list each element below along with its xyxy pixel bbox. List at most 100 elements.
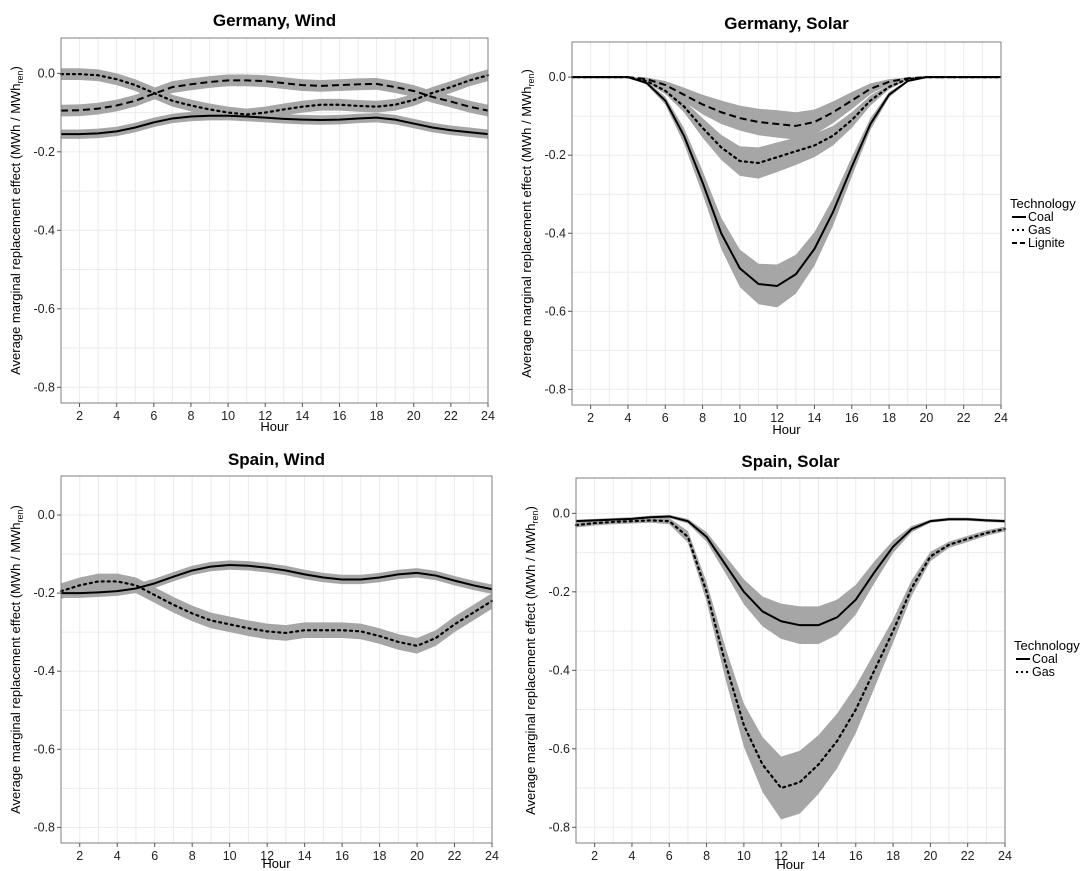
x-tick-label: 12: [770, 411, 784, 425]
y-axis-label-main: Average marginal replacement effect (MWh…: [8, 83, 23, 374]
y-axis-label-close: ): [519, 69, 534, 73]
legend-label-gas: Gas: [1032, 665, 1055, 679]
y-tick-label: -0.4: [33, 664, 55, 678]
legend-label-coal: Coal: [1028, 210, 1054, 224]
y-tick-label: 0.0: [549, 70, 566, 84]
x-tick-label: 20: [919, 411, 933, 425]
x-tick-label: 2: [587, 411, 594, 425]
y-axis-label-close: ): [523, 506, 538, 510]
x-tick-label: 4: [114, 849, 121, 863]
confidence-band-2: [576, 518, 1005, 820]
y-tick-label: -0.6: [33, 742, 55, 756]
x-tick-label: 22: [957, 411, 971, 425]
plot-frame: [571, 41, 1002, 406]
series-line-1: [61, 564, 493, 595]
series-line-lignite: [572, 76, 1001, 127]
x-axis-label: Hour: [260, 419, 289, 434]
x-tick-label: 24: [998, 849, 1012, 863]
x-tick-label: 2: [76, 409, 83, 423]
y-tick-label: -0.8: [33, 380, 55, 394]
x-tick-label: 2: [76, 849, 83, 863]
x-tick-label: 6: [151, 849, 158, 863]
x-tick-label: 24: [994, 411, 1008, 425]
y-tick-label: 0.0: [38, 66, 55, 80]
confidence-band-2: [61, 573, 492, 654]
x-tick-label: 14: [298, 849, 312, 863]
x-tick-label: 16: [849, 849, 863, 863]
x-axis-label: Hour: [262, 856, 291, 871]
x-tick-label: 10: [733, 411, 747, 425]
x-tick-label: 12: [260, 849, 274, 863]
y-tick-label: -0.2: [33, 145, 55, 159]
y-tick-label: -0.8: [33, 820, 55, 834]
y-tick-label: -0.8: [548, 820, 570, 834]
x-tick-label: 14: [808, 411, 822, 425]
x-tick-label: 6: [666, 849, 673, 863]
x-tick-label: 4: [628, 849, 635, 863]
x-tick-label: 20: [407, 409, 421, 423]
confidence-band-2: [61, 68, 488, 121]
y-tick-label: -0.2: [548, 585, 570, 599]
x-tick-label: 20: [923, 849, 937, 863]
y-axis-label-main: Average marginal replacement effect (MWh…: [523, 523, 538, 814]
y-axis-label: Average marginal replacement effect (MWh…: [519, 69, 536, 378]
y-tick-label: -0.4: [544, 226, 566, 240]
x-tick-label: 8: [703, 849, 710, 863]
legend-title: Technology: [1014, 638, 1080, 653]
series-line-2: [59, 580, 494, 647]
y-tick-label: 0.0: [553, 506, 570, 520]
y-tick-label: -0.2: [33, 586, 55, 600]
x-axis-label: Hour: [776, 857, 805, 871]
x-tick-label: 2: [591, 849, 598, 863]
x-tick-label: 24: [485, 849, 499, 863]
series-line-gas: [574, 519, 1007, 790]
x-tick-label: 10: [223, 849, 237, 863]
chart-panel-3: 2 4 6 8 10 12 14 16 18 20 22 240.0-0.2-0.4-0.6-0.8S…: [8, 450, 499, 871]
y-tick-label: -0.8: [544, 382, 566, 396]
series-line-3: [60, 79, 489, 112]
legend-label-coal: Coal: [1032, 652, 1058, 666]
x-tick-label: 4: [624, 411, 631, 425]
y-tick-label: -0.2: [544, 148, 566, 162]
chart-panel-4: 2 4 6 8 10 12 14 16 18 20 22 240.0-0.2-0.4-0.6-0.8S…: [523, 452, 1080, 871]
y-axis-label-subscript: ren: [15, 509, 25, 522]
x-tick-label: 14: [295, 409, 309, 423]
y-tick-label: 0.0: [38, 508, 55, 522]
x-tick-label: 20: [410, 849, 424, 863]
x-tick-label: 18: [373, 849, 387, 863]
plot-frame: [60, 475, 493, 844]
y-tick-label: -0.6: [544, 304, 566, 318]
confidence-band-3: [572, 77, 1001, 140]
y-axis-label-close: ): [8, 66, 23, 70]
x-axis-label: Hour: [772, 422, 801, 437]
y-axis-label-close: ): [8, 505, 23, 509]
y-axis-label: Average marginal replacement effect (MWh…: [523, 506, 540, 815]
y-axis-label-subscript: ren: [15, 70, 25, 83]
y-tick-label: -0.6: [33, 302, 55, 316]
x-tick-label: 22: [961, 849, 975, 863]
chart-title: Germany, Wind: [213, 11, 336, 30]
x-tick-label: 4: [113, 409, 120, 423]
x-tick-label: 10: [737, 849, 751, 863]
legend-label-lignite: Lignite: [1028, 236, 1065, 250]
chart-panel-2: 2 4 6 8 10 12 14 16 18 20 22 240.0-0.2-0.4-0.6-0.8G…: [519, 14, 1076, 437]
plot-frame: [575, 477, 1006, 844]
x-tick-label: 8: [189, 849, 196, 863]
confidence-band-1: [576, 514, 1005, 645]
x-tick-label: 6: [662, 411, 669, 425]
series-line-coal: [575, 515, 1006, 627]
x-tick-label: 18: [370, 409, 384, 423]
x-tick-label: 8: [187, 409, 194, 423]
x-tick-label: 12: [258, 409, 272, 423]
confidence-band-1: [572, 77, 1001, 308]
x-tick-label: 24: [481, 409, 495, 423]
y-axis-label-main: Average marginal replacement effect (MWh…: [8, 522, 23, 813]
y-axis-label-subscript: ren: [526, 73, 536, 86]
chart-panel-1: 2 4 6 8 10 12 14 16 18 20 22 240.0-0.2-0.4-0.6-0.8G…: [8, 11, 495, 434]
y-axis-label: Average marginal replacement effect (MWh…: [8, 505, 25, 814]
x-tick-label: 14: [812, 849, 826, 863]
y-tick-label: -0.6: [548, 742, 570, 756]
